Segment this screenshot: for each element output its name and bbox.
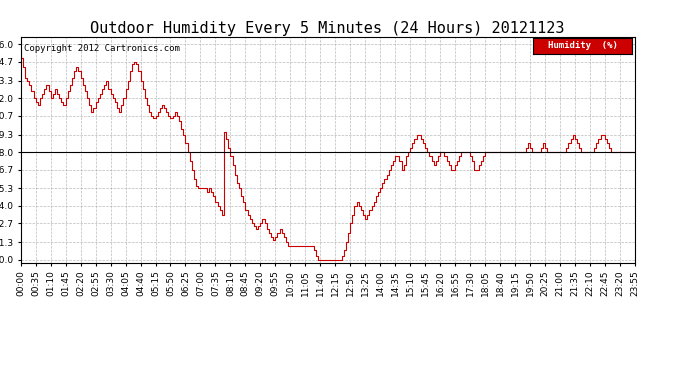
Title: Outdoor Humidity Every 5 Minutes (24 Hours) 20121123: Outdoor Humidity Every 5 Minutes (24 Hou… xyxy=(90,21,565,36)
Text: Copyright 2012 Cartronics.com: Copyright 2012 Cartronics.com xyxy=(23,44,179,53)
